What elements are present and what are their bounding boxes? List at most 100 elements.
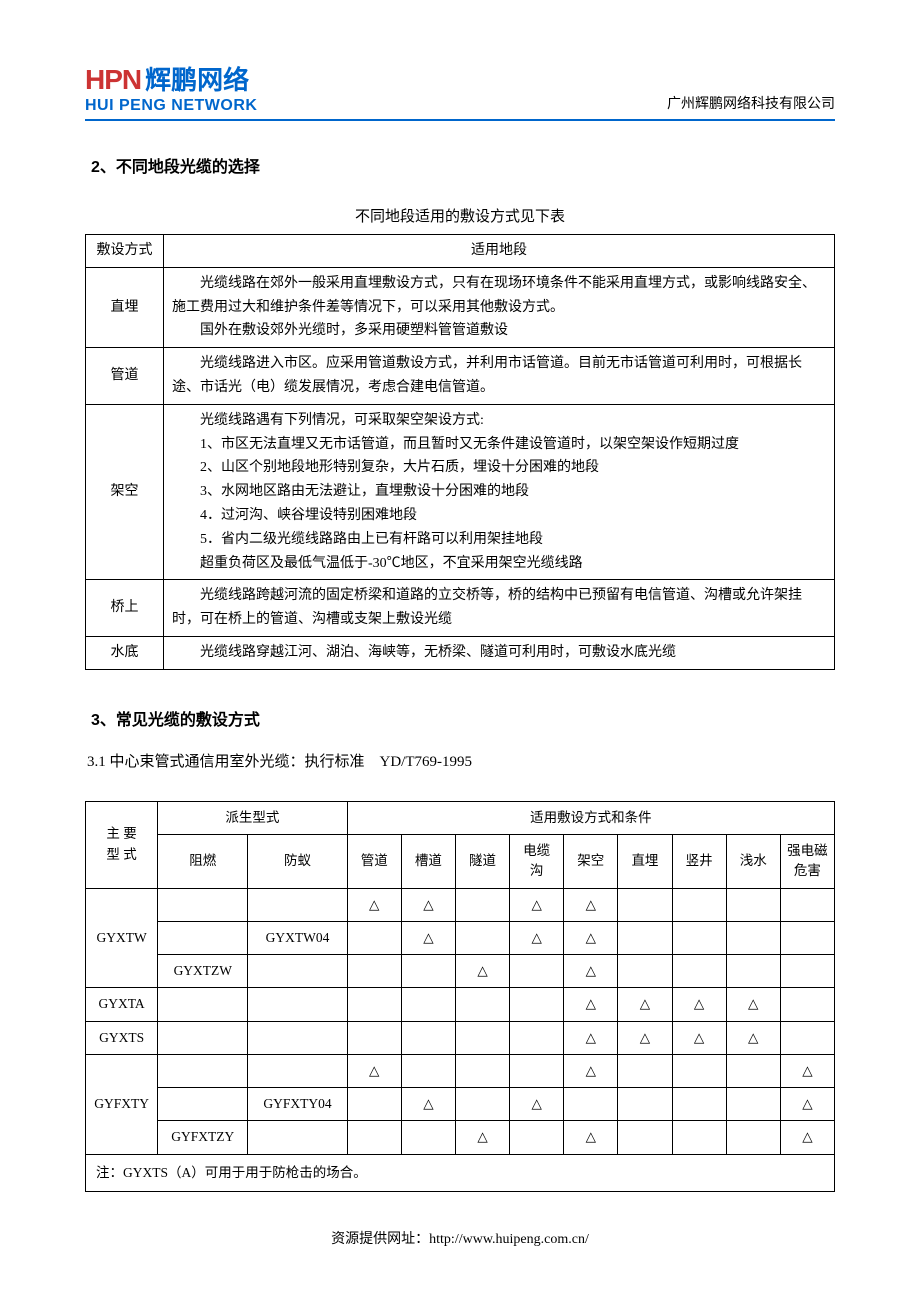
t2-mark-cell [347,988,401,1021]
t2-mark-cell [347,1021,401,1054]
t2-mark-cell: △ [618,1021,672,1054]
t2-mark-cell [780,988,834,1021]
t2-mark-cell [618,955,672,988]
footer-url: http://www.huipeng.com.cn/ [429,1232,589,1247]
t2-head-derived: 派生型式 [158,801,347,834]
t2-mark-cell [347,955,401,988]
section-3-num: 3 [91,712,100,729]
t2-mark-cell [401,1121,455,1154]
t2-mark-cell: △ [455,1121,509,1154]
t1-row-content: 光缆线路穿越江河、湖泊、海峡等，无桥梁、隧道可利用时，可敷设水底光缆 [164,636,835,669]
t2-mark-cell [510,1054,564,1087]
t2-mark-cell [672,921,726,954]
t2-mark-cell: △ [401,921,455,954]
t1-row-label: 水底 [86,636,164,669]
t1-line: 光缆线路穿越江河、湖泊、海峡等，无桥梁、隧道可利用时，可敷设水底光缆 [172,641,826,665]
t1-line: 光缆线路跨越河流的固定桥梁和道路的立交桥等，桥的结构中已预留有电信管道、沟槽或允… [172,584,826,632]
t1-row-label: 直埋 [86,267,164,347]
t2-mark-cell [401,1054,455,1087]
table-laying-methods: 敷设方式 适用地段 直埋光缆线路在郊外一般采用直埋敷设方式，只有在现场环境条件不… [85,234,835,670]
t2-main-type: GYXTS [86,1021,158,1054]
t2-mark-cell: △ [455,955,509,988]
t2-mark-cell [672,955,726,988]
t1-row-label: 管道 [86,348,164,405]
section-2-heading: 2、不同地段光缆的选择 [85,153,835,177]
logo-hpn: HPN [85,64,141,96]
t2-flame [158,1054,248,1087]
logo-en: HUI PENG NETWORK [85,97,257,115]
t2-mark-cell [726,1054,780,1087]
t2-mark-cell: △ [672,1021,726,1054]
t2-mark-cell [618,921,672,954]
t2-mark-cell [510,1021,564,1054]
t2-flame: GYFXTZY [158,1121,248,1154]
t2-head-main: 主 要 型 式 [86,801,158,888]
t2-head-col: 强电磁 危害 [780,835,834,889]
t2-mark-cell: △ [347,1054,401,1087]
t1-line: 2、山区个别地段地形特别复杂，大片石质，埋设十分困难的地段 [172,456,826,480]
t2-mark-cell: △ [510,1088,564,1121]
t1-line: 光缆线路遇有下列情况，可采取架空架设方式: [172,409,826,433]
t2-mark-cell: △ [564,988,618,1021]
t2-ant: GYXTW04 [248,921,347,954]
t2-head-col: 浅水 [726,835,780,889]
t2-mark-cell: △ [780,1054,834,1087]
logo-cn: 辉鹏网络 [145,60,249,97]
t1-line: 1、市区无法直埋又无市话管道，而且暂时又无条件建设管道时，以架空架设作短期过度 [172,433,826,457]
t2-main-type: GYXTA [86,988,158,1021]
t2-ant [248,1121,347,1154]
footer-label: 资源提供网址： [331,1232,429,1247]
t1-row-label: 桥上 [86,580,164,637]
t2-mark-cell [455,888,509,921]
t2-mark-cell: △ [726,988,780,1021]
t1-head-method: 敷设方式 [86,235,164,268]
t2-flame [158,988,248,1021]
t2-mark-cell [510,1121,564,1154]
t2-mark-cell [455,1021,509,1054]
t2-flame: GYXTZW [158,955,248,988]
t2-mark-cell: △ [618,988,672,1021]
t1-line: 光缆线路进入市区。应采用管道敷设方式，并利用市话管道。目前无市话管道可利用时，可… [172,352,826,400]
t2-mark-cell [347,1121,401,1154]
t2-head-ant: 防蚁 [248,835,347,889]
t2-main-type: GYXTW [86,888,158,988]
t2-mark-cell: △ [780,1121,834,1154]
t2-mark-cell: △ [401,888,455,921]
t2-mark-cell [347,1088,401,1121]
t2-head-col: 槽道 [401,835,455,889]
section-3-title: 、常见光缆的敷设方式 [100,712,260,729]
t2-mark-cell: △ [564,888,618,921]
t2-mark-cell [672,888,726,921]
t2-mark-cell [618,1121,672,1154]
t2-mark-cell: △ [510,888,564,921]
section-2-title: 、不同地段光缆的选择 [100,159,260,176]
t1-line: 3、水网地区路由无法避让，直埋敷设十分困难的地段 [172,480,826,504]
t1-row-content: 光缆线路跨越河流的固定桥梁和道路的立交桥等，桥的结构中已预留有电信管道、沟槽或允… [164,580,835,637]
t2-mark-cell: △ [564,921,618,954]
t2-mark-cell: △ [726,1021,780,1054]
t2-mark-cell: △ [347,888,401,921]
t2-mark-cell: △ [564,1121,618,1154]
t1-row-label: 架空 [86,404,164,580]
t2-flame [158,1021,248,1054]
t2-mark-cell [726,1088,780,1121]
t2-mark-cell [672,1054,726,1087]
t2-mark-cell [780,1021,834,1054]
header-company: 广州辉鹏网络科技有限公司 [667,93,835,115]
t1-line: 4．过河沟、峡谷埋设特别困难地段 [172,504,826,528]
t2-mark-cell [618,1054,672,1087]
t2-mark-cell [401,1021,455,1054]
t2-mark-cell [780,888,834,921]
table-cable-types: 主 要 型 式 派生型式 适用敷设方式和条件 阻燃 防蚁 管道槽道隧道电缆 沟架… [85,801,835,1192]
t2-ant [248,955,347,988]
t2-mark-cell: △ [672,988,726,1021]
t2-mark-cell [726,921,780,954]
section-3-heading: 3、常见光缆的敷设方式 [85,706,835,730]
t2-mark-cell [726,888,780,921]
t2-mark-cell [455,1088,509,1121]
t2-mark-cell [672,1121,726,1154]
t2-mark-cell [618,1088,672,1121]
t2-note: 注：GYXTS（A）可用于用于防枪击的场合。 [86,1154,835,1191]
t2-mark-cell: △ [510,921,564,954]
t2-mark-cell [618,888,672,921]
